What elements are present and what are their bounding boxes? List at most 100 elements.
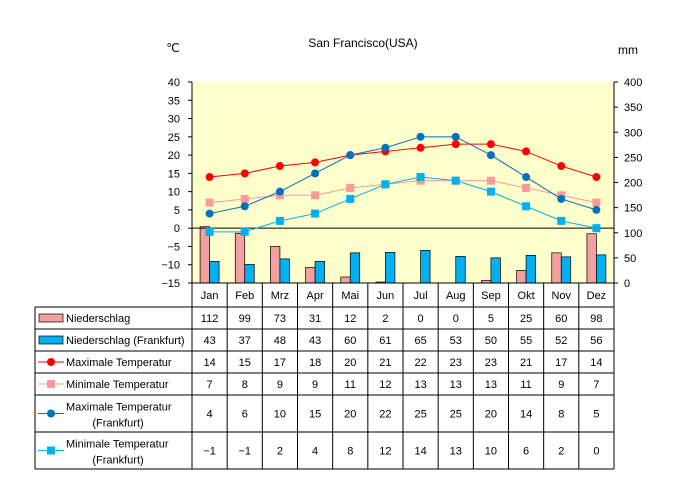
legend-label: (Frankfurt) <box>92 418 143 430</box>
precip-bar <box>279 258 290 284</box>
table-cell: 112 <box>201 313 219 325</box>
table-cell: 6 <box>242 409 248 421</box>
table-cell: 99 <box>239 313 251 325</box>
table-cell: 5 <box>488 313 494 325</box>
temp-point <box>416 132 425 141</box>
table-cell: 9 <box>558 379 564 391</box>
legend-label: (Frankfurt) <box>92 455 143 467</box>
table-cell: 10 <box>274 409 286 421</box>
temp-point <box>451 176 460 185</box>
temp-point <box>47 446 55 455</box>
temp-point <box>275 187 284 196</box>
precip-bar <box>586 233 597 284</box>
table-cell: 11 <box>520 379 531 391</box>
temp-point <box>205 173 214 182</box>
table-cell: 4 <box>207 409 213 421</box>
precip-bar <box>551 252 562 284</box>
table-cell: 8 <box>347 446 353 458</box>
table-cell: 25 <box>520 313 532 325</box>
temp-point <box>486 176 495 185</box>
legend-label: Niederschlag <box>66 313 130 325</box>
right-tick-label: 250 <box>624 152 642 164</box>
table-cell: 2 <box>382 313 388 325</box>
right-axis-unit: mm <box>618 43 638 57</box>
left-tick-label: 40 <box>168 77 180 89</box>
temp-point <box>240 202 249 211</box>
table-cell: 10 <box>485 446 497 458</box>
temp-point <box>275 216 284 225</box>
table-cell: 8 <box>558 409 564 421</box>
month-label: Nov <box>551 290 571 302</box>
month-label: Sep <box>481 290 501 302</box>
temp-point <box>486 187 495 196</box>
temp-point <box>240 169 249 178</box>
temp-point <box>311 158 320 167</box>
temp-point <box>522 202 531 211</box>
right-tick-label: 150 <box>624 203 642 215</box>
table-cell: 60 <box>344 335 356 347</box>
table-cell: 53 <box>450 335 462 347</box>
table-cell: 9 <box>312 379 318 391</box>
precip-bar <box>490 257 501 284</box>
table-cell: 43 <box>203 335 215 347</box>
table-cell: 25 <box>450 409 462 421</box>
table-cell: 65 <box>414 335 426 347</box>
temp-point <box>205 209 214 218</box>
temp-point <box>522 183 531 192</box>
left-tick-label: 15 <box>168 168 180 180</box>
chart-title: San Francisco(USA) <box>308 36 417 50</box>
temp-point <box>486 151 495 160</box>
temp-point <box>346 194 355 203</box>
month-label: Apr <box>307 290 324 302</box>
month-label: Dez <box>587 290 607 302</box>
table-cell: 12 <box>379 446 391 458</box>
left-tick-label: −10 <box>161 260 180 272</box>
temp-point <box>346 151 355 160</box>
table-cell: 12 <box>379 379 391 391</box>
table-cell: 98 <box>590 313 602 325</box>
temp-point <box>47 358 55 366</box>
temp-point <box>205 198 214 207</box>
temp-point <box>557 162 566 171</box>
temp-point <box>451 132 460 141</box>
right-tick-label: 300 <box>624 127 642 139</box>
table-cell: −1 <box>238 446 251 458</box>
table-cell: 0 <box>453 313 459 325</box>
precip-bar <box>244 264 255 284</box>
table-cell: 0 <box>593 446 599 458</box>
left-tick-label: 35 <box>168 95 180 107</box>
right-tick-label: 400 <box>624 77 642 89</box>
temp-point <box>451 140 460 149</box>
legend-label: Niederschlag (Frankfurt) <box>66 335 185 347</box>
left-tick-label: 5 <box>174 205 180 217</box>
table-cell: 11 <box>345 379 356 391</box>
temp-point <box>416 143 425 152</box>
temp-point <box>416 173 425 182</box>
month-label: Jul <box>414 290 428 302</box>
table-cell: 8 <box>242 379 248 391</box>
legend-label: Minimale Temperatur <box>66 379 169 391</box>
precip-bar <box>560 256 572 284</box>
temp-point <box>381 143 390 152</box>
temp-point <box>592 205 601 214</box>
table-cell: 14 <box>590 357 602 369</box>
temp-point <box>592 173 601 182</box>
temp-point <box>311 169 320 178</box>
temp-point <box>522 173 531 182</box>
table-cell: 37 <box>239 335 251 347</box>
table-cell: 13 <box>414 379 426 391</box>
precip-bar <box>516 270 527 284</box>
precip-bar <box>596 254 607 284</box>
left-tick-label: 20 <box>168 150 180 162</box>
left-tick-label: 30 <box>168 114 180 126</box>
data-table: Jan Feb Mrz Apr Mai Jun Jul Aug Sep Okt Nov Dez Nied… <box>34 283 615 470</box>
month-label: Jan <box>201 290 219 302</box>
table-cell: 31 <box>309 313 321 325</box>
temp-point <box>311 191 320 200</box>
table-cell: 7 <box>593 379 599 391</box>
temp-point <box>205 227 214 236</box>
table-cell: 52 <box>555 335 567 347</box>
month-label: Feb <box>235 290 254 302</box>
table-cell: 23 <box>485 357 497 369</box>
table-cell: 12 <box>344 313 356 325</box>
